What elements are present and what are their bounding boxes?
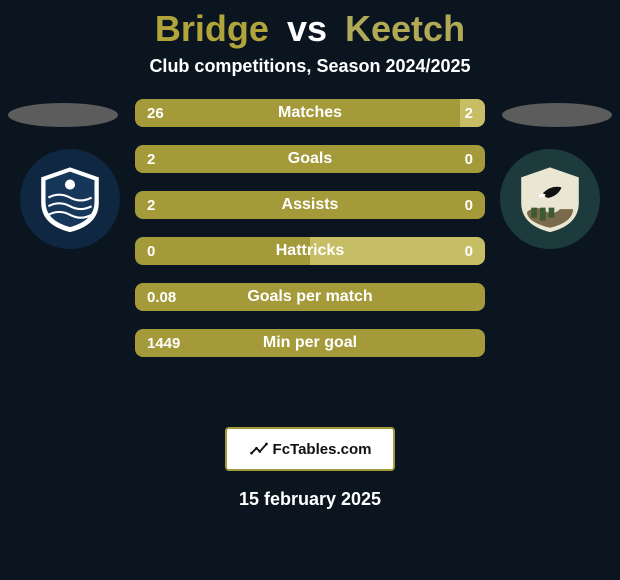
stat-bar-left bbox=[135, 329, 485, 357]
stat-bars: Matches262 Goals20 Assists20 Hattricks00 Goa… bbox=[135, 99, 485, 357]
player1-shadow bbox=[8, 103, 118, 127]
stat-bar-left bbox=[135, 237, 310, 265]
snapshot-date: 15 february 2025 bbox=[239, 489, 381, 510]
player1-club-badge bbox=[20, 149, 120, 249]
stat-row: Hattricks00 bbox=[135, 237, 485, 265]
stat-bar-left bbox=[135, 145, 485, 173]
stat-bar-right bbox=[310, 237, 485, 265]
stat-bar-left bbox=[135, 99, 460, 127]
stat-row: Min per goal1449 bbox=[135, 329, 485, 357]
stat-row: Goals per match0.08 bbox=[135, 283, 485, 311]
club-crest-right-icon bbox=[514, 163, 586, 235]
player1-name: Bridge bbox=[155, 8, 269, 49]
player2-name: Keetch bbox=[345, 8, 465, 49]
comparison-stage: Matches262 Goals20 Assists20 Hattricks00 Goa… bbox=[0, 99, 620, 409]
stat-row: Assists20 bbox=[135, 191, 485, 219]
stat-row: Matches262 bbox=[135, 99, 485, 127]
vs-label: vs bbox=[287, 8, 327, 49]
source-label: FcTables.com bbox=[273, 441, 372, 458]
player2-shadow bbox=[502, 103, 612, 127]
stat-bar-right bbox=[460, 99, 485, 127]
stat-bar-left bbox=[135, 283, 485, 311]
subtitle: Club competitions, Season 2024/2025 bbox=[149, 56, 470, 77]
comparison-title: Bridge vs Keetch bbox=[155, 8, 465, 50]
chart-icon bbox=[249, 439, 269, 459]
stat-bar-left bbox=[135, 191, 485, 219]
source-card: FcTables.com bbox=[225, 427, 395, 471]
stat-row: Goals20 bbox=[135, 145, 485, 173]
player2-club-badge bbox=[500, 149, 600, 249]
club-crest-left-icon bbox=[34, 163, 106, 235]
